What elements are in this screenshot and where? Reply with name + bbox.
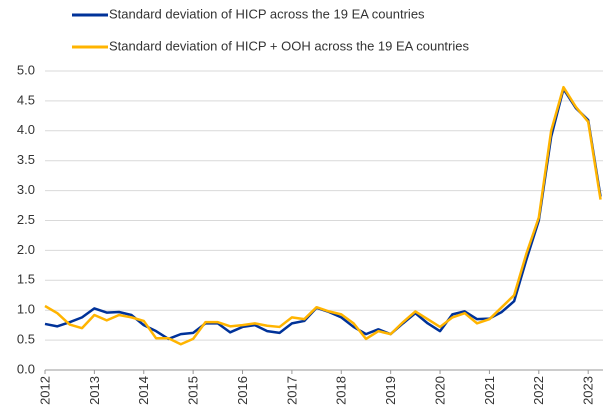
x-tick-label: 2021 [482, 376, 497, 405]
x-tick-label: 2019 [383, 376, 398, 405]
x-tick-label: 2022 [531, 376, 546, 405]
x-tick-label: 2023 [581, 376, 596, 405]
x-tick-label: 2018 [334, 376, 349, 405]
y-tick-label: 2.0 [17, 242, 35, 257]
legend-text: Standard deviation of HICP across the 19… [109, 6, 425, 21]
series-line [44, 87, 602, 341]
y-tick-label: 0.5 [17, 332, 35, 347]
y-tick-label: 3.5 [17, 152, 35, 167]
x-tick-label: 2014 [136, 376, 151, 405]
y-tick-label: 3.0 [17, 182, 35, 197]
y-tick-label: 1.0 [17, 302, 35, 317]
x-tick-label: 2013 [87, 376, 102, 405]
y-tick-label: 5.0 [17, 62, 35, 77]
series-line [44, 85, 602, 346]
legend-text: Standard deviation of HICP + OOH across … [109, 38, 469, 53]
x-tick-label: 2020 [432, 376, 447, 405]
x-tick-label: 2016 [235, 376, 250, 405]
y-tick-label: 4.5 [17, 92, 35, 107]
x-tick-label: 2012 [37, 376, 52, 405]
y-tick-label: 0.0 [17, 361, 35, 376]
y-tick-label: 4.0 [17, 122, 35, 137]
x-tick-label: 2015 [186, 376, 201, 405]
y-tick-label: 1.5 [17, 272, 35, 287]
y-tick-label: 2.5 [17, 212, 35, 227]
x-tick-label: 2017 [284, 376, 299, 405]
